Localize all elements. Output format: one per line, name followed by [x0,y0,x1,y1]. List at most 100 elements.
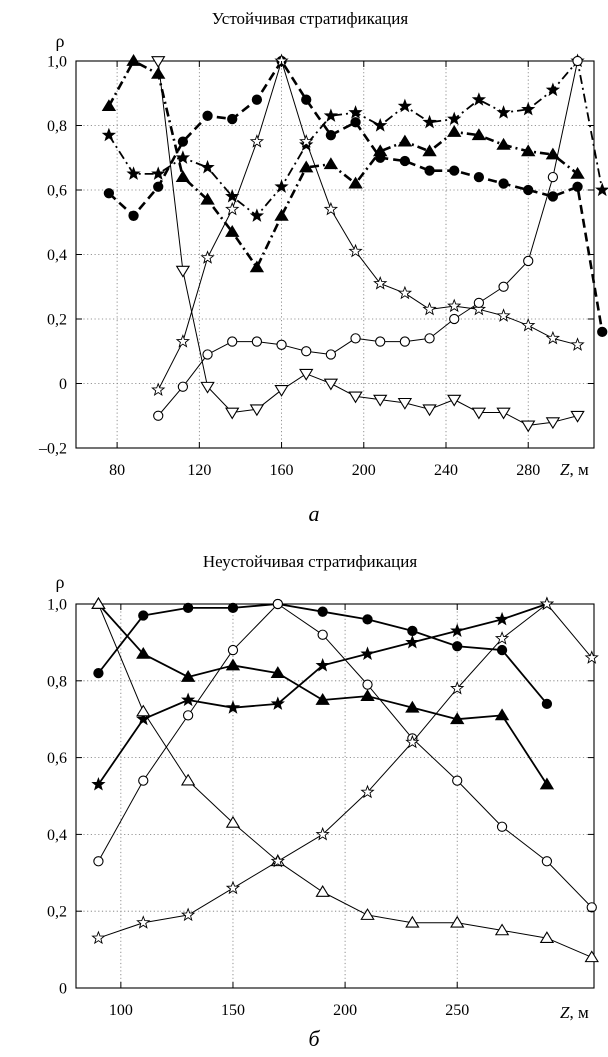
data-point [153,410,164,421]
data-point [397,397,413,410]
data-point [452,641,463,652]
series-line [98,603,593,939]
data-point [539,596,555,611]
series-5 [153,55,583,421]
series-3 [101,53,608,222]
data-point [182,710,194,721]
data-point [225,658,241,671]
data-point [249,134,265,148]
x-tick-label: 160 [270,462,294,479]
data-point [471,92,487,106]
data-point [399,155,411,167]
series-2 [91,597,555,790]
series-2 [103,55,608,338]
data-point [225,201,240,216]
data-point [375,152,386,163]
data-point [471,407,487,420]
data-point [225,224,240,237]
x-tick-label: 250 [445,1002,469,1019]
data-point [521,317,536,332]
data-point [597,326,608,338]
data-point [93,856,104,867]
data-point [274,208,289,221]
data-point [498,178,509,189]
data-point [270,666,285,679]
y-tick-label: 0,2 [47,312,67,329]
data-point [272,598,283,610]
data-point [317,606,328,617]
data-point [405,634,420,649]
data-point [494,611,510,626]
series-4 [151,53,585,397]
data-point [360,689,375,702]
data-point [175,334,191,348]
data-point [572,55,583,67]
y-tick-label: –0,2 [38,441,67,458]
y-tick-label: 0,2 [47,904,67,921]
x-tick-label: 120 [187,462,211,479]
data-point [407,625,418,637]
x-tick-label: 150 [221,1002,245,1019]
data-point [450,915,465,928]
data-point [449,165,460,176]
data-point [103,188,115,199]
data-point [570,166,585,179]
data-point [225,880,241,895]
data-point [545,82,561,97]
series-line [108,59,604,333]
series-line [97,603,548,705]
data-point [136,711,151,726]
data-point [539,777,555,790]
data-point [541,856,553,867]
data-point [276,339,287,350]
data-point [452,775,463,786]
data-point [595,182,608,197]
x-axis-label: Z, м [560,460,589,479]
data-point [362,614,373,625]
data-point [584,650,599,664]
y-tick-label: 0 [59,981,67,998]
data-point [424,333,435,344]
data-point [360,646,375,660]
data-point [584,950,599,963]
data-point [449,313,460,325]
data-point [301,346,312,357]
data-point [138,775,149,786]
data-point [91,597,106,609]
x-tick-label: 240 [434,462,458,479]
data-point [202,110,213,121]
data-point [373,118,388,132]
data-point [227,336,238,347]
y-tick-label: 0,4 [47,827,67,844]
y-tick-label: 0 [59,376,67,393]
data-point [521,420,536,433]
data-point [375,336,386,347]
data-point [251,336,263,347]
data-point [397,98,413,113]
data-point [126,166,141,180]
data-point [299,134,314,148]
data-point [323,108,339,122]
series-line [157,60,579,417]
data-point [397,134,413,147]
plot-frame [75,603,595,989]
data-point [422,404,437,417]
data-point [405,700,420,713]
panel-label: а [309,501,320,526]
data-point [473,171,485,183]
x-tick-label: 280 [516,462,540,479]
data-point [570,337,585,351]
data-point [323,157,339,170]
data-point [315,693,330,705]
series-4 [93,598,597,913]
data-point [471,128,487,141]
data-point [225,407,240,420]
data-point [350,117,361,128]
data-point [153,181,164,192]
data-point [315,657,330,672]
y-tick-label: 1,0 [47,597,67,614]
data-point [496,407,511,420]
y-tick-label: 0,6 [47,750,67,767]
data-point [93,667,104,679]
data-point [136,646,151,659]
